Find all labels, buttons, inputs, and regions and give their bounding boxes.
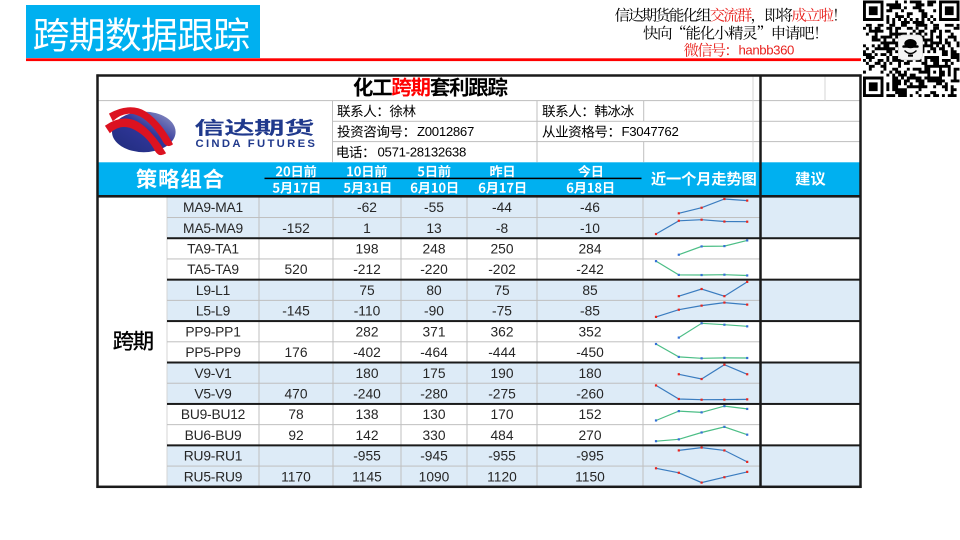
svg-text:V9-V1: V9-V1	[194, 366, 231, 381]
svg-text:-464: -464	[420, 345, 448, 360]
svg-text:-62: -62	[357, 200, 377, 215]
svg-text:-212: -212	[353, 262, 381, 277]
svg-text:180: 180	[578, 366, 601, 381]
svg-text:V5-V9: V5-V9	[194, 386, 232, 401]
svg-text:80: 80	[426, 283, 442, 298]
svg-text:0571-28132638: 0571-28132638	[378, 145, 467, 160]
svg-text:130: 130	[422, 407, 445, 422]
svg-text:198: 198	[355, 241, 378, 256]
svg-text:L5-L9: L5-L9	[196, 304, 231, 319]
svg-text:-55: -55	[424, 200, 444, 215]
svg-text:PP5-PP9: PP5-PP9	[185, 345, 241, 360]
svg-text:-220: -220	[420, 262, 448, 277]
svg-text:-110: -110	[354, 304, 381, 319]
svg-text:-260: -260	[576, 386, 604, 401]
svg-text:RU5-RU9: RU5-RU9	[184, 469, 243, 484]
svg-text:362: 362	[490, 324, 513, 339]
svg-text:284: 284	[578, 241, 601, 256]
svg-text:MA9-MA1: MA9-MA1	[183, 200, 243, 215]
svg-text:138: 138	[355, 407, 378, 422]
svg-text:176: 176	[284, 345, 307, 360]
svg-text:CINDA FUTURES: CINDA FUTURES	[196, 138, 318, 150]
svg-text:L9-L1: L9-L1	[196, 283, 230, 298]
svg-text:hanbb360: hanbb360	[739, 43, 795, 58]
svg-text:RU9-RU1: RU9-RU1	[184, 449, 242, 464]
svg-text:1150: 1150	[575, 469, 605, 484]
svg-text:TA5-TA9: TA5-TA9	[187, 262, 239, 277]
svg-text:520: 520	[284, 262, 307, 277]
svg-text:-75: -75	[492, 304, 512, 319]
svg-text:248: 248	[422, 241, 445, 256]
svg-text:BU6-BU9: BU6-BU9	[185, 428, 242, 443]
svg-text:75: 75	[494, 283, 510, 298]
svg-text:75: 75	[359, 283, 375, 298]
svg-text:282: 282	[355, 324, 378, 339]
svg-text:1090: 1090	[419, 469, 450, 484]
svg-text:-202: -202	[488, 262, 516, 277]
svg-text:MA5-MA9: MA5-MA9	[183, 221, 243, 236]
svg-text:PP9-PP1: PP9-PP1	[185, 324, 240, 339]
svg-text:-955: -955	[353, 449, 381, 464]
svg-text:78: 78	[288, 407, 304, 422]
svg-text:F3047762: F3047762	[622, 124, 679, 139]
svg-text:-8: -8	[496, 221, 509, 236]
svg-text:371: 371	[422, 324, 445, 339]
svg-text:470: 470	[284, 386, 307, 401]
svg-text:330: 330	[422, 428, 445, 443]
svg-text:-280: -280	[420, 386, 448, 401]
svg-text:-444: -444	[488, 345, 516, 360]
svg-text:-145: -145	[282, 304, 310, 319]
svg-text:BU9-BU12: BU9-BU12	[181, 407, 245, 422]
svg-text:-402: -402	[353, 345, 381, 360]
svg-text:-90: -90	[424, 304, 444, 319]
svg-text:-242: -242	[576, 262, 604, 277]
svg-text:180: 180	[355, 366, 378, 381]
svg-text:TA9-TA1: TA9-TA1	[187, 241, 239, 256]
svg-text:175: 175	[422, 366, 445, 381]
svg-text:13: 13	[426, 221, 442, 236]
svg-text:142: 142	[355, 428, 378, 443]
svg-text:-46: -46	[580, 200, 600, 215]
svg-text:-152: -152	[282, 221, 310, 236]
svg-text:1170: 1170	[281, 469, 311, 484]
svg-text:270: 270	[578, 428, 601, 443]
svg-text:-44: -44	[492, 200, 512, 215]
svg-text:484: 484	[490, 428, 513, 443]
svg-text:-10: -10	[580, 221, 600, 236]
svg-text:-995: -995	[576, 449, 604, 464]
svg-text:-240: -240	[353, 386, 381, 401]
svg-text:Z0012867: Z0012867	[417, 124, 474, 139]
svg-text:-275: -275	[488, 386, 516, 401]
svg-text:-450: -450	[576, 345, 604, 360]
svg-text:-85: -85	[580, 304, 600, 319]
svg-text:352: 352	[578, 324, 601, 339]
svg-text:152: 152	[578, 407, 601, 422]
svg-text:190: 190	[490, 366, 513, 381]
svg-text:1145: 1145	[352, 469, 382, 484]
svg-text:-945: -945	[420, 449, 448, 464]
svg-text:1120: 1120	[487, 469, 517, 484]
svg-text:-955: -955	[488, 449, 516, 464]
svg-text:1: 1	[363, 221, 371, 236]
svg-text:250: 250	[490, 241, 513, 256]
svg-text:170: 170	[490, 407, 513, 422]
svg-text:92: 92	[288, 428, 303, 443]
svg-text:85: 85	[582, 283, 598, 298]
